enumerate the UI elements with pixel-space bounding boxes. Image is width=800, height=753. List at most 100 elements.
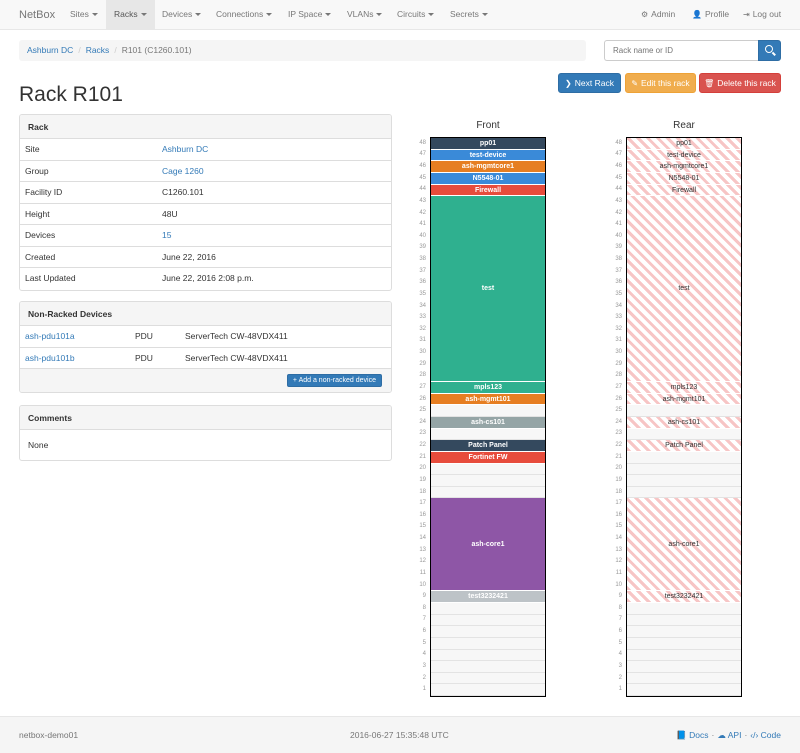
empty-rack-unit[interactable]	[431, 672, 545, 685]
nonracked-device-name[interactable]: ash-pdu101a	[25, 331, 75, 341]
rack-unit-number: 30	[615, 349, 622, 356]
empty-rack-unit[interactable]	[627, 451, 741, 464]
empty-rack-unit[interactable]	[627, 463, 741, 476]
rack-unit-number: 35	[419, 290, 426, 297]
empty-rack-unit[interactable]	[431, 428, 545, 441]
rack-unit-number: 30	[419, 349, 426, 356]
rack-attr-value[interactable]: Ashburn DC	[162, 144, 209, 154]
nav-circuits[interactable]: Circuits	[389, 0, 442, 29]
brand-logo[interactable]: NetBox	[19, 9, 56, 21]
rear-rack-device[interactable]: Firewall	[627, 184, 741, 197]
logout-link[interactable]: ⇥ Log out	[743, 9, 782, 19]
rear-rack-device[interactable]: pp01	[627, 138, 741, 150]
rack-attr-row: Group Cage 1260	[20, 161, 391, 182]
front-rack-device[interactable]: test	[431, 196, 545, 383]
front-rack-device[interactable]: ash-mgmt101	[431, 393, 545, 406]
admin-link[interactable]: ⚙ Admin	[641, 9, 676, 19]
empty-rack-unit[interactable]	[431, 475, 545, 487]
trash-icon: 🗑	[704, 79, 715, 88]
front-rack-device[interactable]: ash-cs101	[431, 417, 545, 429]
empty-rack-unit[interactable]	[627, 626, 741, 638]
rack-unit-number: 44	[615, 186, 622, 193]
empty-rack-unit[interactable]	[627, 649, 741, 662]
rack-unit-number: 34	[615, 302, 622, 309]
rack-unit-number: 28	[615, 372, 622, 379]
rear-rack-device[interactable]: test-device	[627, 149, 741, 162]
nav-connections[interactable]: Connections	[208, 0, 280, 29]
rack-unit-number: 33	[419, 314, 426, 321]
rack-unit-number: 40	[615, 232, 622, 239]
rack-attr-value[interactable]: Cage 1260	[162, 165, 204, 176]
empty-rack-unit[interactable]	[627, 603, 741, 615]
rear-rack-device[interactable]: ash-cs101	[627, 417, 741, 429]
delete-rack-button[interactable]: 🗑 Delete this rack	[699, 73, 781, 93]
rack-attr-value: June 22, 2016 2:08 p.m.	[162, 273, 254, 283]
next-rack-button[interactable]: ❯ Next Rack	[558, 73, 621, 93]
rack-unit-number: 17	[419, 500, 426, 507]
empty-rack-unit[interactable]	[431, 603, 545, 615]
front-rack-device[interactable]: ash-core1	[431, 498, 545, 592]
empty-rack-unit[interactable]	[627, 614, 741, 627]
rack-unit-number: 38	[615, 256, 622, 263]
empty-rack-unit[interactable]	[431, 661, 545, 673]
code-link[interactable]: ‹/› Code	[750, 730, 781, 740]
front-rack-device[interactable]: pp01	[431, 138, 545, 150]
docs-link[interactable]: 📘 Docs	[676, 730, 709, 740]
empty-rack-unit[interactable]	[431, 486, 545, 499]
nav-secrets[interactable]: Secrets	[442, 0, 496, 29]
nav-racks[interactable]: Racks	[106, 0, 155, 29]
front-rack-device[interactable]: N5548-01	[431, 172, 545, 185]
front-rack-device[interactable]: ash-mgmtcore1	[431, 161, 545, 173]
rack-attr-label: Last Updated	[25, 273, 76, 283]
empty-rack-unit[interactable]	[627, 405, 741, 417]
front-rack-device[interactable]: Fortinet FW	[431, 451, 545, 464]
rack-unit-number: 24	[419, 418, 426, 425]
empty-rack-unit[interactable]	[627, 475, 741, 487]
empty-rack-unit[interactable]	[431, 463, 545, 476]
rack-unit-number: 14	[615, 535, 622, 542]
rack-attr-value[interactable]: 15	[162, 230, 172, 240]
rack-unit-number: 31	[615, 337, 622, 344]
empty-rack-unit[interactable]	[627, 672, 741, 685]
empty-rack-unit[interactable]	[431, 649, 545, 662]
nonracked-device-name[interactable]: ash-pdu101b	[25, 352, 75, 363]
front-rack-device[interactable]: Firewall	[431, 184, 545, 197]
rear-rack-device[interactable]: test	[627, 196, 741, 383]
nav-devices[interactable]: Devices	[154, 0, 209, 29]
front-rack-device[interactable]: test3232421	[431, 591, 545, 603]
api-link[interactable]: ☁ API	[717, 730, 742, 740]
rear-rack-device[interactable]: Patch Panel	[627, 440, 741, 452]
empty-rack-unit[interactable]	[431, 405, 545, 417]
edit-rack-button[interactable]: ✎ Edit this rack	[625, 73, 696, 93]
rear-rack-device[interactable]: ash-mgmtcore1	[627, 161, 741, 173]
empty-rack-unit[interactable]	[627, 684, 741, 696]
profile-link[interactable]: 👤 Profile	[692, 9, 730, 19]
empty-rack-unit[interactable]	[627, 428, 741, 441]
empty-rack-unit[interactable]	[627, 661, 741, 673]
empty-rack-unit[interactable]	[431, 637, 545, 650]
rack-unit-number: 4	[422, 651, 426, 658]
rear-rack-device[interactable]: mpls123	[627, 382, 741, 394]
empty-rack-unit[interactable]	[627, 637, 741, 650]
rear-rack-device[interactable]: N5548-01	[627, 172, 741, 185]
front-rack-device[interactable]: Patch Panel	[431, 440, 545, 452]
comments-panel-heading: Comments	[20, 406, 391, 430]
rack-unit-number: 21	[615, 453, 622, 460]
front-rack-device[interactable]: mpls123	[431, 382, 545, 394]
search-button[interactable]	[758, 40, 781, 61]
empty-rack-unit[interactable]	[431, 626, 545, 638]
breadcrumb-site[interactable]: Ashburn DC	[27, 45, 74, 55]
empty-rack-unit[interactable]	[431, 684, 545, 696]
front-rack-device[interactable]: test-device	[431, 149, 545, 162]
rear-rack-device[interactable]: ash-core1	[627, 498, 741, 592]
nav-ip-space[interactable]: IP Space	[280, 0, 339, 29]
nav-vlans[interactable]: VLANs	[339, 0, 390, 29]
nav-sites[interactable]: Sites	[62, 0, 106, 29]
empty-rack-unit[interactable]	[431, 614, 545, 627]
add-nonracked-device-button[interactable]: + Add a non-racked device	[286, 374, 382, 387]
rear-rack-device[interactable]: ash-mgmt101	[627, 393, 741, 406]
rack-search-input[interactable]	[604, 40, 758, 61]
rear-rack-device[interactable]: test3232421	[627, 591, 741, 603]
breadcrumb-racks[interactable]: Racks	[85, 45, 110, 55]
empty-rack-unit[interactable]	[627, 486, 741, 499]
